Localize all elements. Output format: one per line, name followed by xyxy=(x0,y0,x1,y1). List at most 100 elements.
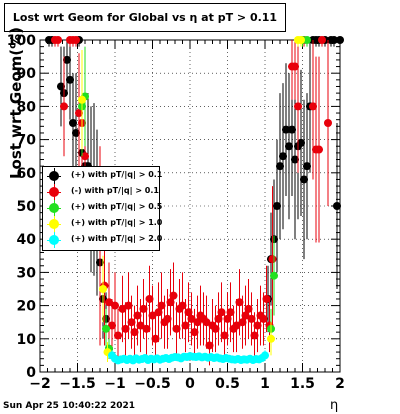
y-tick-label: 90 xyxy=(17,66,37,82)
legend-label: (+) with pT/|q| > 1.0 xyxy=(71,218,163,227)
legend: (+) with pT/|q| > 0.1 (-) with pT/|q| > 0… xyxy=(42,166,163,251)
data-point xyxy=(102,324,110,333)
y-axis-label: Lost wrt Geom(%) xyxy=(7,27,25,179)
data-point xyxy=(259,314,268,323)
legend-marker xyxy=(49,219,59,229)
data-point xyxy=(75,109,83,118)
data-point xyxy=(294,102,302,111)
data-point xyxy=(285,142,293,151)
data-point xyxy=(214,314,223,323)
data-point xyxy=(57,82,65,91)
data-point xyxy=(78,95,86,104)
data-point xyxy=(315,145,323,154)
x-tick-label: −2 xyxy=(29,376,50,392)
legend-marker xyxy=(49,171,59,181)
data-point xyxy=(261,351,269,360)
data-point xyxy=(187,314,196,323)
data-point xyxy=(139,304,148,313)
data-point xyxy=(244,304,253,313)
legend-marker xyxy=(49,187,59,197)
y-tick-label: 20 xyxy=(17,299,37,315)
data-point xyxy=(336,36,344,44)
data-point xyxy=(268,255,277,264)
data-point xyxy=(105,298,113,307)
data-point xyxy=(250,331,259,340)
legend-label: (-) with pT/|q| > 0.1 xyxy=(71,186,159,195)
data-point xyxy=(190,328,199,337)
data-point xyxy=(297,36,305,44)
data-point xyxy=(318,36,326,44)
data-point xyxy=(220,331,229,340)
data-point xyxy=(136,321,145,330)
data-point xyxy=(297,138,305,147)
data-point xyxy=(303,162,311,171)
data-point xyxy=(226,308,235,317)
data-point xyxy=(324,119,332,127)
chart-title: Lost wrt Geom for Global vs η at pT > 0.… xyxy=(4,3,286,32)
data-point xyxy=(72,36,80,44)
data-point xyxy=(303,36,311,44)
data-point xyxy=(330,36,338,44)
y-tick-label: 10 xyxy=(17,332,37,348)
data-point xyxy=(118,304,127,313)
data-point xyxy=(235,298,244,307)
x-axis-label: η xyxy=(330,398,339,413)
legend-entry: (+) with pT/|q| > 0.1 xyxy=(43,168,162,184)
data-point xyxy=(211,324,220,333)
data-point xyxy=(54,36,62,44)
data-point xyxy=(202,318,211,327)
timestamp: Sun Apr 25 10:40:22 2021 xyxy=(3,401,136,411)
data-point xyxy=(193,318,202,327)
legend-marker xyxy=(49,203,59,213)
data-point xyxy=(291,62,299,71)
data-point xyxy=(148,311,157,320)
data-point xyxy=(247,314,256,323)
data-point xyxy=(238,318,247,327)
data-point xyxy=(133,311,142,320)
data-point xyxy=(154,308,163,317)
data-point xyxy=(288,125,296,134)
data-point xyxy=(241,311,250,320)
y-tick-label: 0 xyxy=(26,365,36,381)
data-point xyxy=(145,294,154,303)
legend-entry: (+) with pT/|q| > 2.0 xyxy=(43,232,163,248)
data-point xyxy=(127,318,136,327)
data-point xyxy=(66,75,74,84)
x-tick-label: 0 xyxy=(185,376,195,392)
y-tick-label: 50 xyxy=(17,199,37,215)
legend-label: (+) with pT/|q| > 2.0 xyxy=(71,234,163,243)
data-point xyxy=(60,102,68,111)
data-point xyxy=(108,321,116,330)
data-point xyxy=(205,341,214,350)
data-point xyxy=(72,128,80,137)
data-point xyxy=(151,334,160,343)
data-point xyxy=(333,202,341,210)
data-point xyxy=(99,285,107,293)
legend-label: (+) with pT/|q| > 0.5 xyxy=(71,202,163,211)
data-point xyxy=(276,162,284,171)
data-point xyxy=(270,271,278,280)
y-tick-label: 100 xyxy=(7,33,36,49)
y-tick-label: 40 xyxy=(17,232,37,248)
data-point xyxy=(232,321,241,330)
legend-entry: (+) with pT/|q| > 1.0 xyxy=(43,216,163,232)
x-tick-label: −1 xyxy=(104,376,125,392)
data-point xyxy=(169,291,178,300)
data-point xyxy=(81,152,89,161)
data-point xyxy=(163,314,172,323)
data-point xyxy=(309,102,317,111)
data-point xyxy=(63,55,71,64)
data-point xyxy=(279,152,287,161)
data-point xyxy=(178,301,187,310)
data-point xyxy=(217,308,226,317)
data-point xyxy=(142,324,151,333)
y-tick-label: 30 xyxy=(17,265,37,281)
x-tick-label: 0.5 xyxy=(215,376,240,392)
data-point xyxy=(130,328,139,337)
data-point xyxy=(291,155,299,164)
x-tick-label: −1.5 xyxy=(59,376,96,392)
data-point xyxy=(157,301,166,310)
x-tick-label: 2 xyxy=(335,376,345,392)
data-point xyxy=(124,301,133,310)
